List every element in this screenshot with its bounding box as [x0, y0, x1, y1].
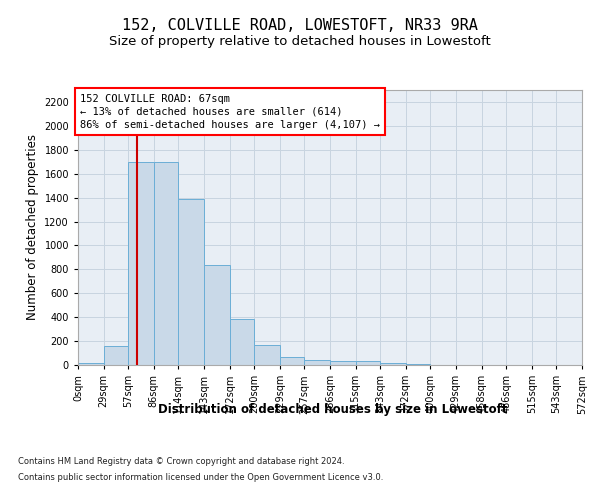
Bar	[304, 360, 330, 365]
Bar	[154, 162, 178, 365]
Bar	[104, 346, 128, 365]
Text: 152 COLVILLE ROAD: 67sqm
← 13% of detached houses are smaller (614)
86% of semi-: 152 COLVILLE ROAD: 67sqm ← 13% of detach…	[80, 94, 380, 130]
Bar	[178, 199, 204, 365]
Bar	[330, 362, 356, 365]
Bar	[78, 363, 104, 365]
Bar	[254, 346, 280, 365]
Bar	[230, 319, 254, 365]
Text: Distribution of detached houses by size in Lowestoft: Distribution of detached houses by size …	[158, 402, 508, 415]
Text: Size of property relative to detached houses in Lowestoft: Size of property relative to detached ho…	[109, 35, 491, 48]
Y-axis label: Number of detached properties: Number of detached properties	[26, 134, 38, 320]
Bar	[356, 362, 380, 365]
Text: 152, COLVILLE ROAD, LOWESTOFT, NR33 9RA: 152, COLVILLE ROAD, LOWESTOFT, NR33 9RA	[122, 18, 478, 32]
Text: Contains public sector information licensed under the Open Government Licence v3: Contains public sector information licen…	[18, 472, 383, 482]
Bar	[406, 364, 430, 365]
Bar	[280, 357, 304, 365]
Bar	[128, 162, 154, 365]
Bar	[380, 363, 406, 365]
Bar	[204, 265, 230, 365]
Text: Contains HM Land Registry data © Crown copyright and database right 2024.: Contains HM Land Registry data © Crown c…	[18, 458, 344, 466]
